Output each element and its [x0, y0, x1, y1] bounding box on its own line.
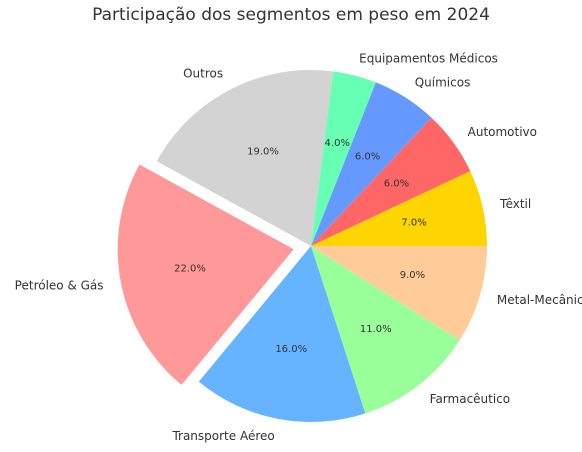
- pct-label-transporte-aereo: 16.0%: [275, 344, 307, 355]
- slice-label-metal-mecanico: Metal-Mecânico: [497, 293, 582, 307]
- pie-slice-petroleo-gas: [117, 164, 294, 385]
- pie-slice-automotivo: [311, 117, 471, 246]
- chart-title: Participação dos segmentos em peso em 20…: [92, 5, 490, 25]
- pie-slice-equipamentos-medicos: [311, 71, 376, 246]
- slice-label-farmaceutico: Farmacêutico: [430, 392, 510, 406]
- pct-label-textil: 7.0%: [401, 217, 426, 228]
- pct-label-automotivo: 6.0%: [384, 178, 409, 189]
- pct-label-quimicos: 6.0%: [355, 151, 380, 162]
- pie-slice-quimicos: [311, 82, 432, 246]
- slice-label-petroleo-gas: Petróleo & Gás: [15, 279, 104, 293]
- pct-label-outros: 19.0%: [247, 146, 279, 157]
- slice-label-transporte-aereo: Transporte Aéreo: [171, 429, 274, 443]
- pct-label-metal-mecanico: 9.0%: [400, 270, 425, 281]
- pie-slice-farmaceutico: [311, 246, 460, 414]
- slice-label-outros: Outros: [183, 67, 223, 81]
- pie-slice-transporte-aereo: [198, 246, 366, 422]
- slice-label-quimicos: Químicos: [415, 76, 471, 90]
- slice-label-textil: Têxtil: [499, 197, 531, 211]
- pie-slice-metal-mecanico: [311, 246, 487, 341]
- slice-label-equipamentos-medicos: Equipamentos Médicos: [359, 51, 498, 65]
- pie-slice-textil: [311, 171, 487, 246]
- pct-label-petroleo-gas: 22.0%: [174, 264, 206, 275]
- pie-slice-outros: [156, 70, 334, 246]
- pct-label-farmaceutico: 11.0%: [360, 324, 392, 335]
- slice-label-automotivo: Automotivo: [468, 125, 537, 139]
- pct-label-equipamentos-medicos: 4.0%: [325, 138, 350, 149]
